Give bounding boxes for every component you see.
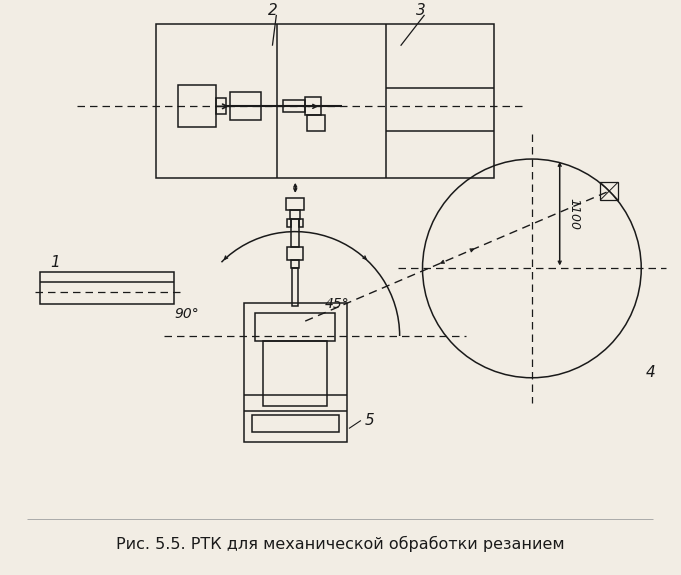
Bar [178,86,216,127]
Text: Рис. 5.5. РТК для механической обработки резанием: Рис. 5.5. РТК для механической обработки… [116,536,565,552]
Bar [292,269,298,306]
Text: 2: 2 [268,3,277,18]
Bar [264,341,327,405]
Text: 3: 3 [415,3,426,18]
Bar [229,93,262,120]
Bar [244,303,347,442]
Bar [290,210,300,218]
Bar [251,415,339,432]
Text: 45°: 45° [325,297,350,311]
Bar [305,97,321,116]
Bar [291,260,299,269]
Bar [156,24,494,178]
Bar [287,247,303,260]
Text: 4: 4 [646,365,656,380]
Bar [216,98,225,114]
Text: 1: 1 [50,255,59,270]
Bar [283,101,305,112]
Bar [286,198,304,210]
Bar [307,116,325,131]
Bar [39,273,174,304]
Text: 90°: 90° [174,307,199,321]
Text: 5: 5 [365,413,375,428]
Bar [287,218,291,227]
Bar [299,218,303,227]
Bar [291,218,299,247]
Bar [600,182,618,200]
Text: 1100: 1100 [567,198,580,230]
Bar [255,313,335,341]
